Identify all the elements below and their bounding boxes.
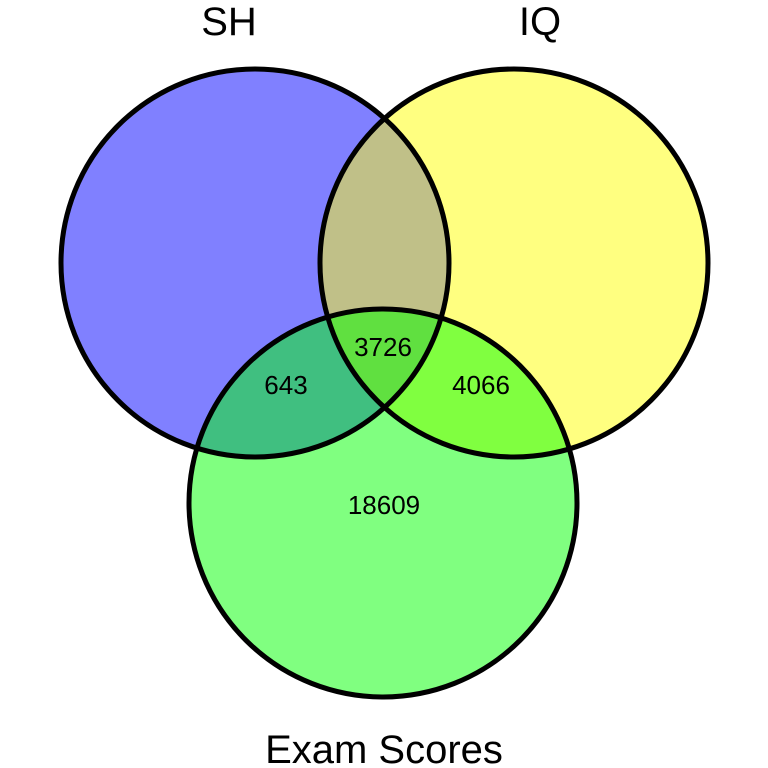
sh-circle-outline xyxy=(58,66,452,460)
exam-circle-outline xyxy=(186,306,580,700)
region-count-sh-exam: 643 xyxy=(264,370,307,400)
iq-circle-outline xyxy=(317,66,711,460)
set-label-iq: IQ xyxy=(519,0,561,44)
region-count-sh-iq-exam: 3726 xyxy=(354,332,412,362)
region-count-exam-only: 18609 xyxy=(348,490,420,520)
region-count-iq-exam: 4066 xyxy=(452,370,510,400)
set-label-exam: Exam Scores xyxy=(265,728,503,768)
sh-exam-overlap xyxy=(189,309,449,457)
set-label-sh: SH xyxy=(201,0,257,44)
iq-exam-overlap xyxy=(320,309,577,457)
